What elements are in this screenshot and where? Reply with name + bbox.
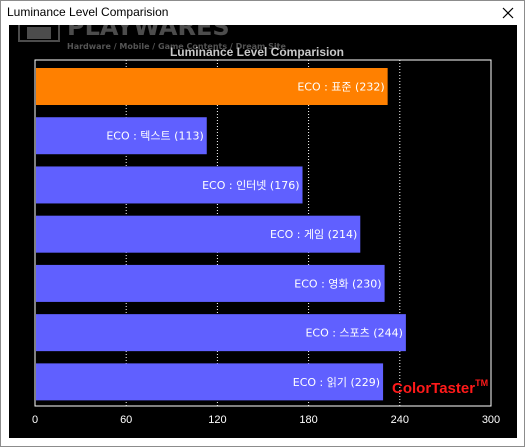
bar: [36, 314, 406, 352]
credit-trademark: TM: [475, 378, 488, 388]
bar: [36, 264, 385, 302]
credit-text: ColorTasterTM: [392, 378, 488, 397]
watermark-brand: PLAYWARES: [67, 25, 230, 41]
bar-label: ECO : 스포츠 (244): [305, 327, 402, 340]
bar-chart: PLAYWARES Hardware / Mobile / Game Conte…: [18, 25, 500, 426]
bar: [36, 215, 361, 253]
watermark: PLAYWARES Hardware / Mobile / Game Conte…: [18, 25, 286, 51]
credit-name: ColorTaster: [392, 380, 475, 397]
window-title: Luminance Level Comparision: [7, 5, 169, 19]
bar-label: ECO : 인터넷 (176): [202, 179, 299, 192]
x-tick-label: 180: [299, 414, 317, 426]
bar-label: ECO : 텍스트 (113): [106, 130, 203, 143]
playwares-logo-icon: [18, 25, 60, 42]
x-tick-label: 60: [120, 414, 132, 426]
plot-border: [34, 59, 492, 407]
x-tick-label: 240: [391, 414, 409, 426]
chart-area: PLAYWARES Hardware / Mobile / Game Conte…: [9, 25, 517, 438]
bar-label: ECO : 게임 (214): [270, 228, 357, 241]
x-tick-label: 300: [482, 414, 500, 426]
x-tick-label: 120: [208, 414, 226, 426]
bar-label: ECO : 영화 (230): [294, 277, 381, 290]
x-tick-label: 0: [32, 414, 38, 426]
bar-label: ECO : 읽기 (229): [293, 376, 380, 389]
bar: [36, 117, 207, 155]
close-button[interactable]: [499, 4, 517, 22]
bar: [36, 166, 303, 204]
x-axis-ticks: 0 60 120 180 240 300: [32, 414, 500, 426]
bars: ECO : 표준 (232) ECO : 텍스트 (113) ECO : 인터넷 (…: [36, 68, 406, 401]
close-icon: [502, 7, 514, 19]
bar: [36, 363, 384, 401]
bar: [36, 68, 388, 105]
watermark-tagline: Hardware / Mobile / Game Contents / Drea…: [67, 42, 286, 51]
title-bar[interactable]: Luminance Level Comparision: [1, 1, 524, 25]
chart-title: Luminance Level Comparision: [170, 45, 344, 59]
bar-label: ECO : 표준 (232): [297, 81, 384, 94]
